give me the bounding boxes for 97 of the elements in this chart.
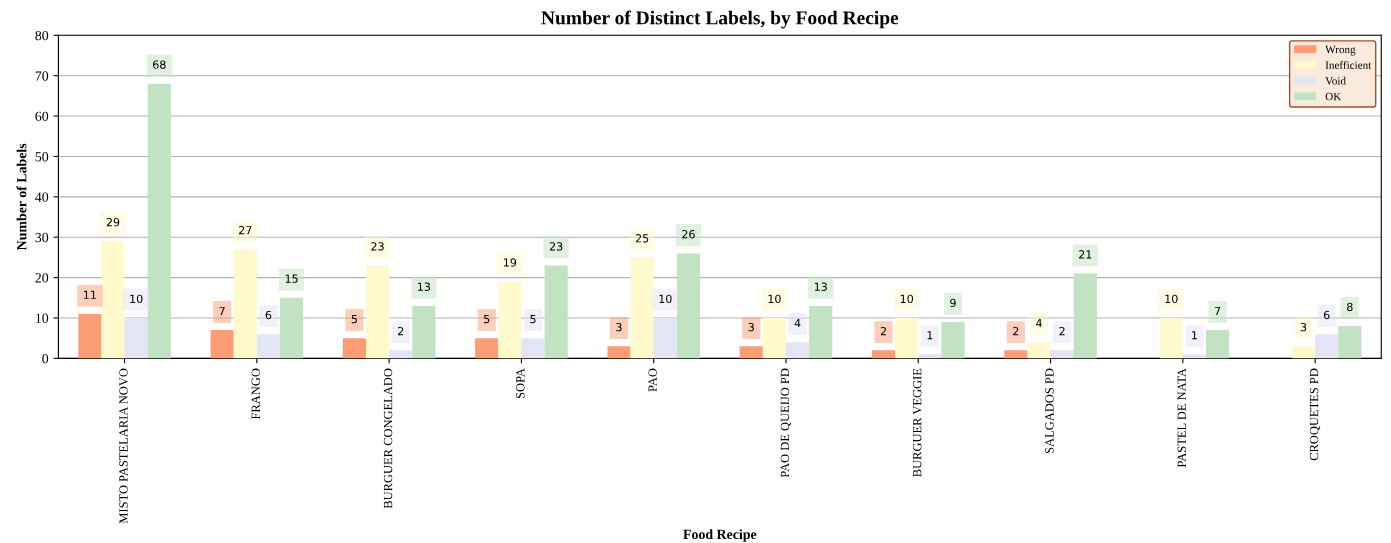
bar xyxy=(210,330,234,359)
bar xyxy=(871,350,896,359)
x-tick-label: SOPA xyxy=(516,368,525,399)
x-tick-label: PAO DE QUEIJO PD xyxy=(780,368,792,478)
x-tick-label: SALGADOS PD xyxy=(1045,368,1054,454)
bar xyxy=(1027,342,1051,359)
bar xyxy=(607,346,631,359)
data-label: 13 xyxy=(814,282,827,291)
data-label: 3 xyxy=(748,322,754,332)
bar xyxy=(498,281,522,359)
data-label: 8 xyxy=(1347,302,1353,312)
y-tick-label: 40 xyxy=(35,192,49,202)
x-tick-label: PASTEL DE NATA xyxy=(1177,368,1186,468)
data-label: 10 xyxy=(659,294,672,304)
y-tick-label: 80 xyxy=(35,30,49,41)
bar xyxy=(739,346,763,359)
data-label: 7 xyxy=(219,306,225,315)
y-axis-title: Number of Labels xyxy=(16,143,27,251)
bar xyxy=(101,241,125,359)
legend-label: Wrong xyxy=(1325,45,1356,56)
bar xyxy=(1338,326,1362,359)
data-label: 2 xyxy=(1013,326,1019,336)
bar xyxy=(918,354,942,359)
x-tick-label: MISTO PASTELARIA NOVO xyxy=(119,368,128,524)
bar xyxy=(365,265,390,359)
data-label: 13 xyxy=(418,282,431,291)
bar xyxy=(785,342,810,359)
bar xyxy=(676,253,700,359)
bar xyxy=(342,338,366,359)
data-label: 6 xyxy=(1323,310,1330,320)
y-tick-label: 30 xyxy=(35,232,49,243)
x-tick-label: BURGUER CONGELADO xyxy=(383,368,393,509)
data-label: 26 xyxy=(682,230,695,239)
data-label: 4 xyxy=(794,319,801,328)
bar xyxy=(78,313,102,359)
data-label: 27 xyxy=(239,225,252,235)
bar xyxy=(124,317,148,359)
data-label: 9 xyxy=(950,298,956,308)
data-label: 5 xyxy=(351,314,357,324)
x-tick-label: CROQUETES PD xyxy=(1309,368,1321,461)
data-label: 23 xyxy=(549,242,563,251)
bar xyxy=(475,338,499,359)
bar xyxy=(412,305,436,359)
y-tick-label: 70 xyxy=(35,71,49,81)
data-label: 2 xyxy=(880,326,886,336)
bar xyxy=(1004,350,1028,359)
data-label: 25 xyxy=(635,234,649,243)
data-label: 5 xyxy=(484,314,490,324)
bar xyxy=(389,350,413,359)
data-label: 2 xyxy=(397,326,404,336)
data-label: 10 xyxy=(1165,294,1178,304)
x-tick-label: FRANGO xyxy=(251,368,260,420)
bar xyxy=(544,265,568,359)
y-tick-label: 60 xyxy=(35,111,49,122)
legend-label: OK xyxy=(1325,92,1342,101)
data-label: 2 xyxy=(1059,326,1065,336)
bar xyxy=(521,338,545,359)
data-label: 10 xyxy=(768,294,781,304)
data-label: 29 xyxy=(106,217,120,227)
data-label: 68 xyxy=(153,60,166,69)
data-label: 19 xyxy=(503,258,517,267)
y-tick-label: 20 xyxy=(35,273,49,283)
data-label: 10 xyxy=(130,294,143,304)
data-label: 1 xyxy=(1192,331,1197,340)
bar xyxy=(1291,346,1316,359)
bar xyxy=(147,83,171,359)
y-tick-label: 0 xyxy=(42,353,49,364)
data-label: 4 xyxy=(1035,319,1042,328)
bar xyxy=(256,334,280,359)
bar xyxy=(280,297,304,359)
bar xyxy=(809,305,833,359)
bar xyxy=(1073,273,1097,359)
legend-label: Void xyxy=(1325,76,1346,85)
bar xyxy=(233,249,257,359)
bar xyxy=(653,317,677,359)
y-tick-label: 50 xyxy=(35,152,49,162)
bar xyxy=(1315,334,1339,359)
legend-label: Inefficient xyxy=(1325,60,1372,69)
data-label: 10 xyxy=(900,294,914,304)
data-label: 3 xyxy=(616,322,622,332)
data-label: 5 xyxy=(530,314,536,324)
x-axis-title: Food Recipe xyxy=(683,529,757,542)
data-label: 15 xyxy=(285,274,298,283)
data-label: 23 xyxy=(371,242,384,251)
bar xyxy=(630,257,654,359)
bar xyxy=(1050,350,1074,359)
bar xyxy=(1182,354,1206,359)
data-label: 1 xyxy=(927,331,933,340)
x-tick-label: BURGUER VEGGIE xyxy=(913,368,922,477)
x-tick-label: PAO xyxy=(648,368,657,392)
data-label: 11 xyxy=(83,290,96,299)
data-label: 3 xyxy=(1300,322,1307,332)
y-tick-label: 10 xyxy=(36,313,49,323)
data-label: 6 xyxy=(265,310,272,320)
data-label: 21 xyxy=(1079,250,1092,259)
data-label: 7 xyxy=(1214,306,1221,315)
chart-title: Number of Distinct Labels, by Food Recipe xyxy=(541,10,899,29)
